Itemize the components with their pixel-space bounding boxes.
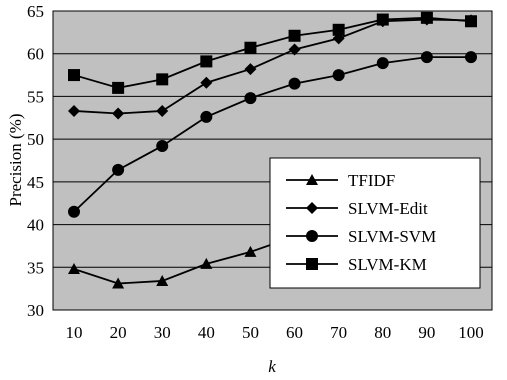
y-tick-label: 45 xyxy=(27,173,44,192)
data-point-slvm-km xyxy=(244,41,257,54)
data-point-slvm-svm xyxy=(156,139,169,152)
series-line-slvm-svm xyxy=(73,56,471,213)
x-tick-label: 50 xyxy=(242,323,259,342)
data-point-slvm-km xyxy=(156,73,169,86)
legend-entry-tfidf: TFIDF xyxy=(286,171,395,190)
x-tick-label: 80 xyxy=(374,323,391,342)
y-axis-ticks: 30 35 40 45 50 55 60 65 xyxy=(27,2,44,320)
series-line-slvm-edit xyxy=(73,18,472,115)
x-tick-label: 40 xyxy=(198,323,215,342)
data-point-slvm-km xyxy=(465,15,477,28)
legend-entry-slvm-svm: SLVM-SVM xyxy=(286,227,436,246)
x-tick-label: 10 xyxy=(66,323,83,342)
data-point-slvm-edit xyxy=(200,76,213,89)
y-axis-title: Precision (%) xyxy=(6,113,25,206)
x-tick-label: 20 xyxy=(110,323,127,342)
data-point-slvm-svm xyxy=(244,92,257,105)
legend-marker xyxy=(306,258,318,270)
y-tick-label: 40 xyxy=(27,216,44,235)
data-point-tfidf xyxy=(244,245,257,257)
series-layer xyxy=(68,11,477,289)
y-tick-label: 55 xyxy=(27,87,44,106)
x-axis-ticks: 10 20 30 40 50 60 70 80 90 100 xyxy=(66,323,484,342)
data-point-slvm-svm xyxy=(288,77,301,90)
data-point-slvm-km xyxy=(332,23,345,36)
y-tick-label: 35 xyxy=(27,258,44,277)
data-point-slvm-km xyxy=(420,11,433,24)
data-point-slvm-edit xyxy=(288,43,301,56)
legend-label: TFIDF xyxy=(348,171,395,190)
legend-marker xyxy=(306,230,318,242)
series-slvm-svm xyxy=(68,51,477,218)
legend-label: SLVM-KM xyxy=(348,255,427,274)
data-point-slvm-svm xyxy=(420,51,433,64)
series-slvm-km xyxy=(68,11,477,94)
x-tick-label: 30 xyxy=(154,323,171,342)
x-tick-label: 60 xyxy=(286,323,303,342)
x-tick-label: 100 xyxy=(458,323,484,342)
data-point-slvm-svm xyxy=(332,69,345,82)
data-point-slvm-km xyxy=(200,55,213,68)
x-tick-label: 90 xyxy=(418,323,435,342)
data-point-slvm-edit xyxy=(244,63,257,76)
y-tick-label: 65 xyxy=(27,2,44,21)
legend-label: SLVM-SVM xyxy=(348,227,436,246)
data-point-slvm-svm xyxy=(376,57,389,70)
data-point-slvm-km xyxy=(112,81,125,94)
data-point-tfidf xyxy=(200,257,213,269)
data-point-slvm-km xyxy=(288,29,301,42)
data-point-slvm-edit xyxy=(112,107,125,120)
data-point-slvm-edit xyxy=(68,104,80,117)
data-point-slvm-km xyxy=(68,69,80,82)
data-point-slvm-svm xyxy=(200,110,213,123)
legend-marker xyxy=(306,174,318,185)
legend-entry-slvm-edit: SLVM-Edit xyxy=(286,199,428,218)
x-axis-title: k xyxy=(268,357,276,376)
data-point-slvm-svm xyxy=(465,51,477,64)
data-point-tfidf xyxy=(156,274,169,286)
data-point-tfidf xyxy=(112,277,125,289)
y-tick-label: 60 xyxy=(27,45,44,64)
data-point-slvm-edit xyxy=(156,104,169,117)
legend-entries: TFIDF SLVM-Edit SLVM-SVM SLVM-KM xyxy=(286,171,436,274)
data-point-tfidf xyxy=(68,262,80,274)
legend-entry-slvm-km: SLVM-KM xyxy=(286,255,427,274)
legend: TFIDF SLVM-Edit SLVM-SVM SLVM-KM xyxy=(269,157,481,289)
x-tick-label: 70 xyxy=(330,323,347,342)
data-point-slvm-km xyxy=(376,13,389,26)
data-point-slvm-svm xyxy=(68,205,80,218)
legend-label: SLVM-Edit xyxy=(348,199,428,218)
y-tick-label: 30 xyxy=(27,301,44,320)
legend-marker xyxy=(306,202,318,214)
data-point-slvm-svm xyxy=(112,163,125,176)
series-line-slvm-km xyxy=(73,16,472,89)
y-tick-label: 50 xyxy=(27,130,44,149)
